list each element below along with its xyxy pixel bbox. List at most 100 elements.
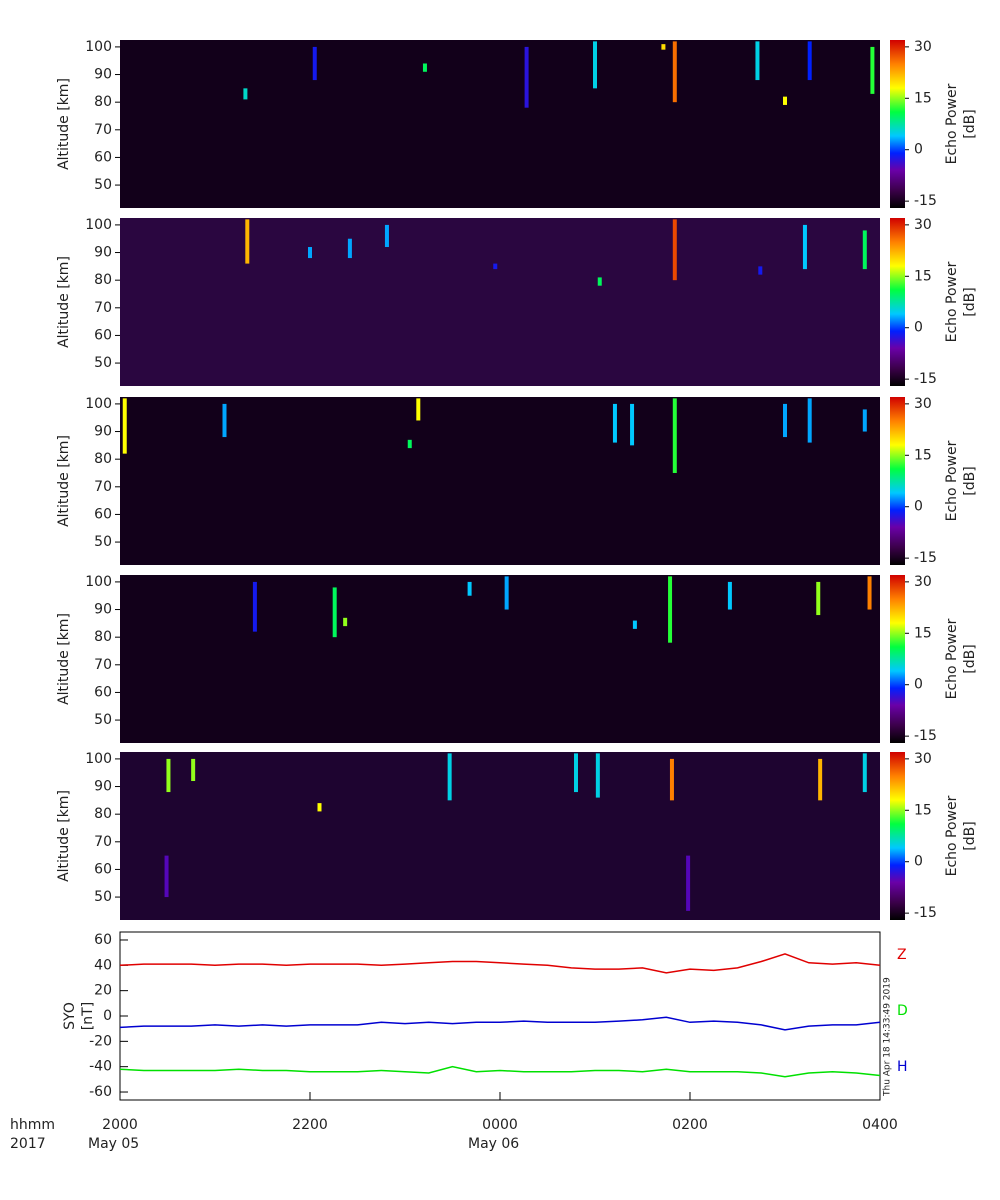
colorbar-unit: [dB] [962, 466, 978, 495]
echo-cell [422, 63, 427, 72]
colorbar-unit: [dB] [962, 821, 978, 850]
echo-cell [347, 238, 352, 259]
colorbar-tick-label: 15 [914, 268, 932, 284]
series-line [119, 1016, 881, 1031]
y-tick-label: 100 [85, 217, 112, 233]
y-tick-label: 100 [85, 574, 112, 590]
echo-cell [343, 617, 348, 627]
series-line [119, 953, 881, 974]
y-tick-label: 100 [85, 39, 112, 55]
echo-cell [862, 409, 867, 432]
legend-label: D [897, 1003, 908, 1019]
colorbar [890, 218, 905, 386]
x-row-label: hhmm [10, 1117, 55, 1133]
echo-cell [669, 758, 674, 801]
echo-cell [493, 263, 498, 270]
y-tick-label: 60 [94, 327, 112, 343]
y-tick-label: 40 [94, 957, 112, 973]
y-tick-label: 70 [94, 479, 112, 495]
echo-cell [867, 576, 872, 610]
y-tick-label: 70 [94, 300, 112, 316]
echo-cell [862, 230, 867, 270]
echo-cell [317, 803, 322, 812]
echo-cell [672, 219, 677, 281]
y-tick-label: 100 [85, 751, 112, 767]
x-tick-label: 2200 [292, 1117, 328, 1133]
echo-cell [164, 855, 169, 898]
plot-background [120, 575, 880, 743]
x-tick-label: 0000 [482, 1117, 518, 1133]
echo-cell [802, 224, 807, 270]
y-tick-label: 90 [94, 245, 112, 261]
y-tick-label: 70 [94, 657, 112, 673]
echo-cell [252, 581, 257, 632]
plot-background [120, 752, 880, 920]
y-tick-label: 20 [94, 983, 112, 999]
plot-background [120, 218, 880, 386]
colorbar-tick-label: 30 [914, 217, 932, 233]
echo-cell [630, 403, 635, 446]
colorbar-title: Echo Power [944, 618, 960, 699]
echo-cell [612, 403, 617, 443]
echo-cell [504, 576, 509, 610]
echo-cell [672, 398, 677, 473]
y-tick-label: -20 [89, 1033, 112, 1049]
echo-cell [727, 581, 732, 610]
echo-cell [758, 266, 763, 275]
plot-frame [119, 931, 881, 1101]
colorbar-tick-label: 0 [914, 854, 923, 870]
y-tick-label: 90 [94, 67, 112, 83]
echo-cell [524, 46, 529, 108]
echo-cell [807, 41, 812, 81]
colorbar-title: Echo Power [944, 83, 960, 164]
x-tick-label: 0200 [672, 1117, 708, 1133]
echo-cell [668, 576, 673, 643]
echo-cell [384, 224, 389, 248]
echo-cell [222, 403, 227, 438]
echo-cell [807, 398, 812, 443]
y-tick-label: 0 [103, 1008, 112, 1024]
y-tick-label: 50 [94, 889, 112, 905]
y-tick-label: 80 [94, 451, 112, 467]
colorbar-title: Echo Power [944, 795, 960, 876]
y-tick-label: -60 [89, 1084, 112, 1100]
echo-cell [191, 758, 196, 782]
colorbar-title: Echo Power [944, 440, 960, 521]
colorbar [890, 40, 905, 208]
echo-cell [407, 439, 412, 449]
echo-cell [467, 581, 472, 596]
colorbar [890, 397, 905, 565]
y-tick-label: 50 [94, 177, 112, 193]
y-axis-title: Altitude [km] [56, 613, 72, 705]
y-tick-label: 80 [94, 806, 112, 822]
echo-cell [243, 88, 248, 100]
echo-cell [661, 44, 666, 50]
colorbar-tick-label: -15 [914, 728, 937, 744]
y-axis-title: Altitude [km] [56, 435, 72, 527]
echo-cell [783, 96, 787, 105]
echo-cell [755, 41, 760, 81]
y-tick-label: 60 [94, 932, 112, 948]
y-tick-label: 80 [94, 272, 112, 288]
colorbar-unit: [dB] [962, 109, 978, 138]
echo-cell [332, 587, 337, 638]
colorbar-tick-label: 15 [914, 447, 932, 463]
colorbar-tick-label: 15 [914, 802, 932, 818]
series-line [119, 1065, 881, 1078]
x-date-label: May 05 [88, 1136, 139, 1152]
y-axis-unit: [nT] [80, 1002, 96, 1030]
y-axis-title: Altitude [km] [56, 78, 72, 170]
y-tick-label: 100 [85, 396, 112, 412]
y-tick-label: 80 [94, 94, 112, 110]
y-tick-label: -40 [89, 1059, 112, 1075]
y-tick-label: 70 [94, 834, 112, 850]
echo-cell [686, 855, 691, 911]
colorbar-tick-label: 30 [914, 751, 932, 767]
echo-cell [862, 753, 867, 793]
x-tick-label: 2000 [102, 1117, 138, 1133]
y-tick-label: 80 [94, 629, 112, 645]
colorbar-tick-label: -15 [914, 193, 937, 209]
echo-cell [870, 46, 875, 94]
y-tick-label: 70 [94, 122, 112, 138]
echo-cell [818, 758, 823, 801]
